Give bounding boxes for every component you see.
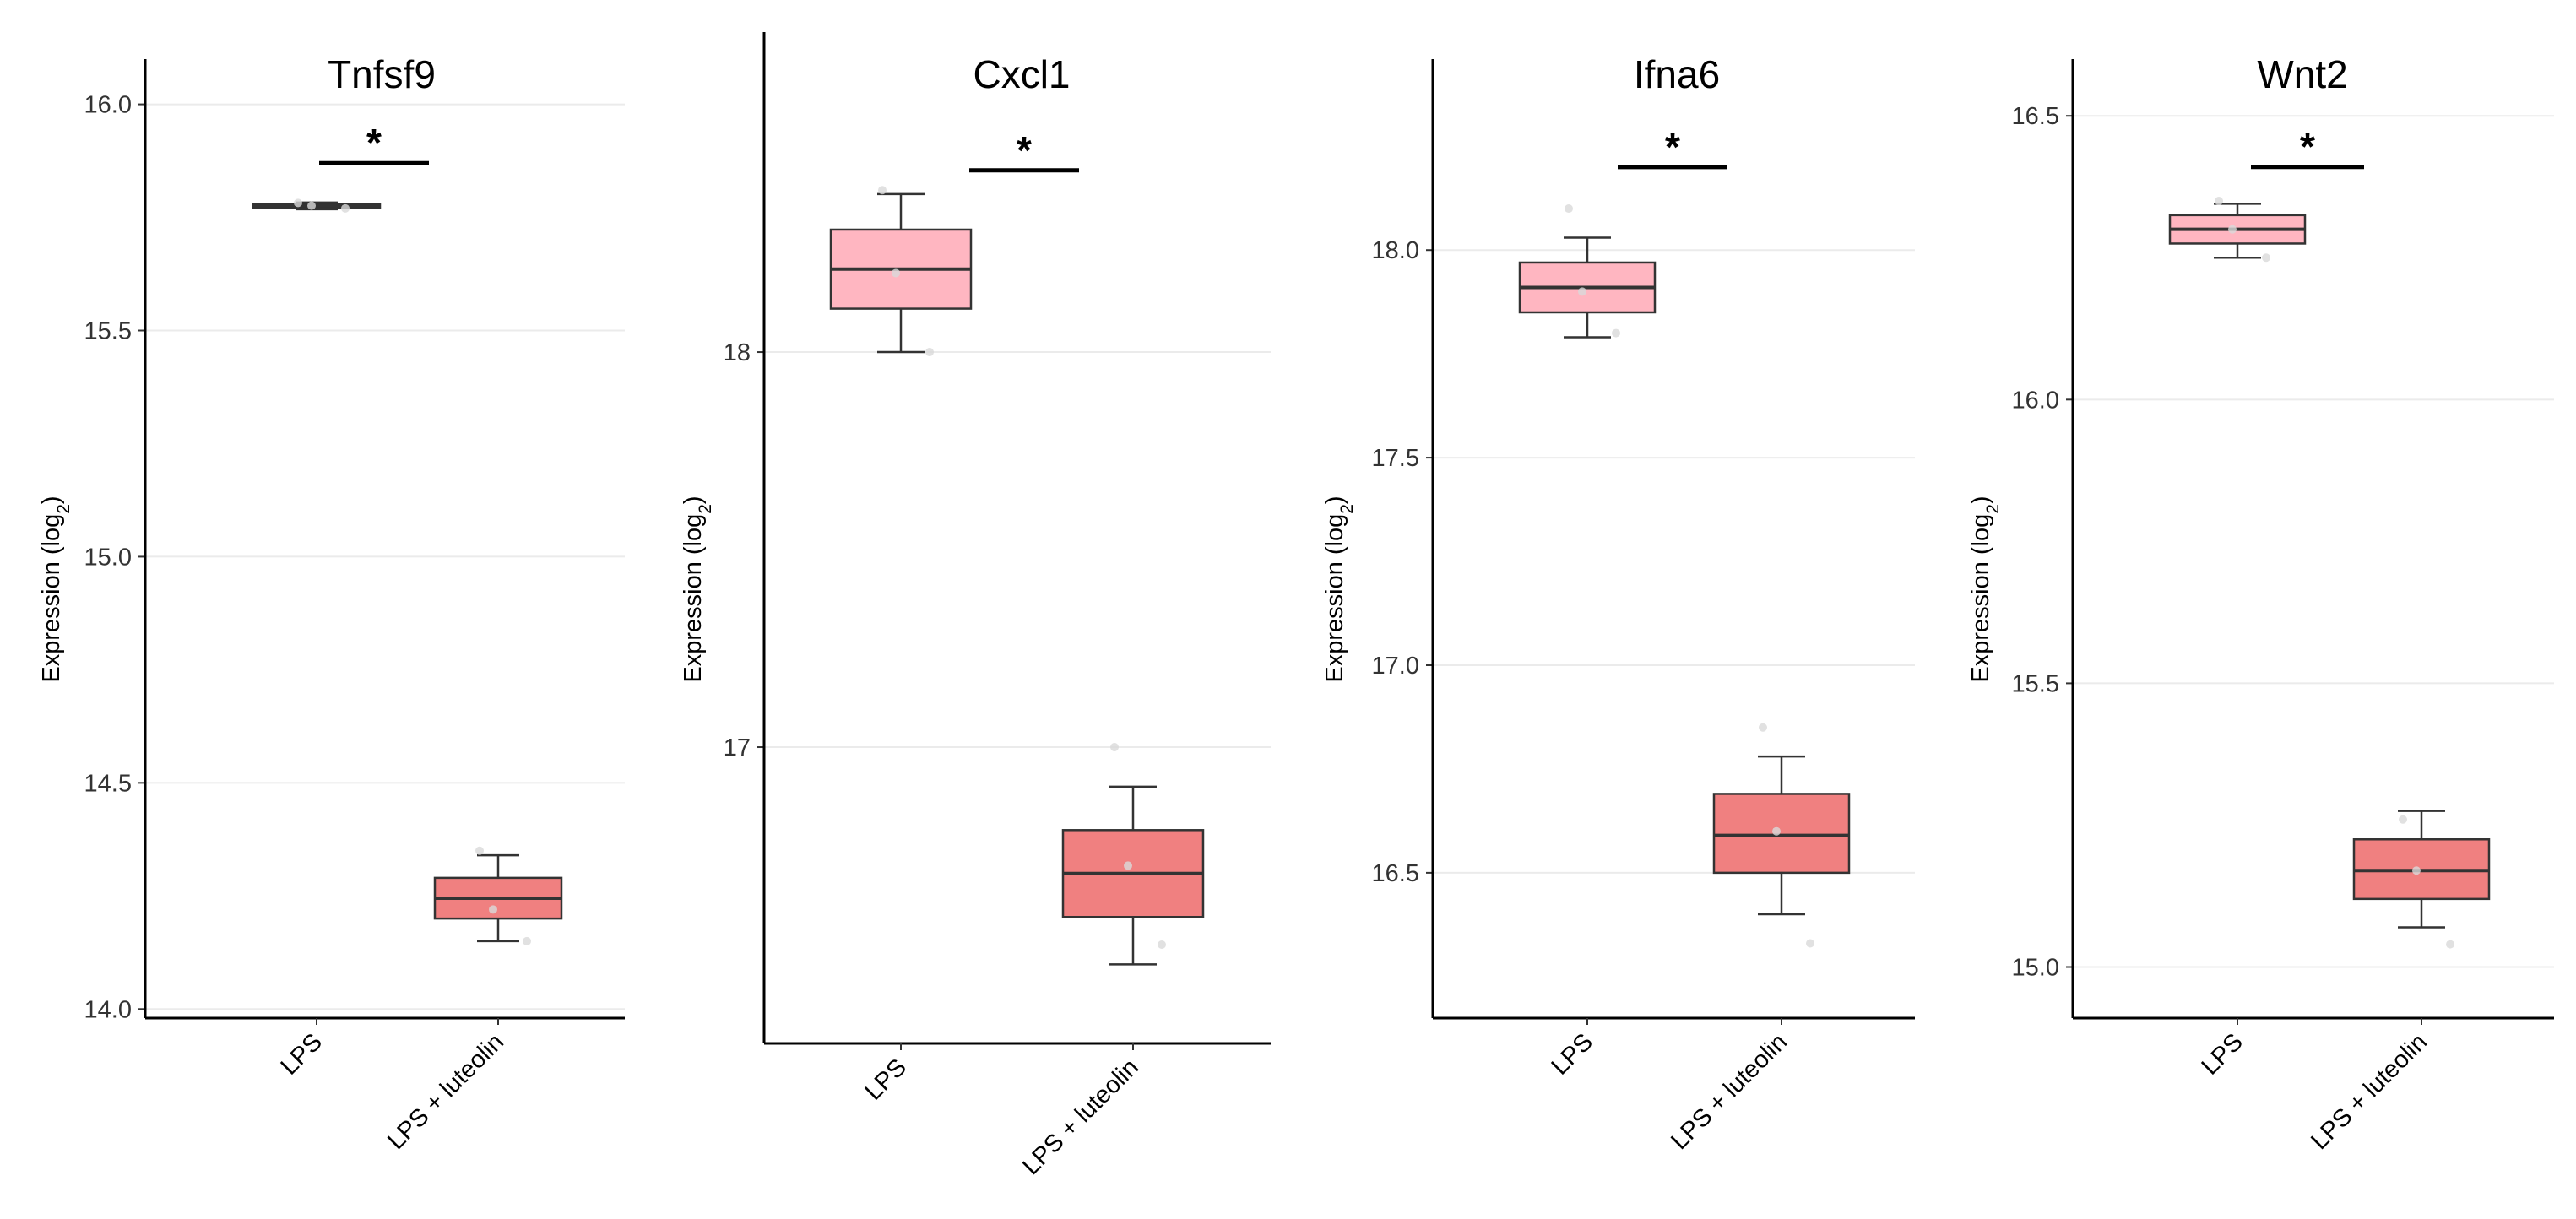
y-tick-label: 14.0 bbox=[84, 996, 132, 1023]
panel-title: Tnfsf9 bbox=[328, 52, 436, 96]
y-axis-label-main: Expression (log bbox=[1967, 514, 1994, 683]
data-point bbox=[1565, 204, 1573, 214]
data-point bbox=[925, 348, 934, 357]
data-point bbox=[1759, 723, 1767, 732]
data-point bbox=[1158, 940, 1166, 950]
data-point bbox=[2446, 940, 2454, 949]
boxplot-lps-luteolin bbox=[1712, 723, 1851, 948]
y-tick-label: 16.0 bbox=[84, 92, 132, 119]
data-point bbox=[307, 201, 316, 210]
y-axis-label-subscript: 2 bbox=[1337, 504, 1357, 514]
boxplots bbox=[2168, 197, 2491, 949]
data-point bbox=[2215, 197, 2223, 206]
significance-star: * bbox=[2300, 125, 2315, 169]
y-axis-label-end: ) bbox=[1321, 496, 1348, 504]
y-tick-label: 15.5 bbox=[84, 318, 132, 345]
y-tick-label: 16.5 bbox=[1372, 860, 1419, 887]
data-point bbox=[878, 186, 887, 195]
grid-lines bbox=[145, 103, 625, 1010]
y-tick-label: 18.0 bbox=[1372, 237, 1419, 264]
data-point bbox=[475, 846, 484, 855]
y-axis-label-main: Expression (log bbox=[38, 514, 65, 683]
boxplot-lps bbox=[252, 198, 382, 213]
data-point bbox=[2399, 815, 2407, 824]
y-axis-label-end: ) bbox=[1967, 496, 1994, 504]
y-axis-ticks: 16.5 17.0 17.5 18.0 bbox=[1372, 237, 1433, 887]
y-axis-ticks: 15.0 15.5 16.0 16.5 bbox=[2012, 103, 2073, 982]
y-axis-ticks: 14.0 14.5 15.0 15.5 16.0 bbox=[84, 92, 145, 1023]
y-tick-label: 15.0 bbox=[2012, 955, 2059, 982]
boxplot-lps bbox=[2168, 197, 2307, 263]
y-tick-label: 14.5 bbox=[84, 770, 132, 797]
panel-title: Cxcl1 bbox=[973, 52, 1070, 96]
y-axis-label-subscript: 2 bbox=[54, 504, 73, 514]
data-point bbox=[2228, 225, 2237, 234]
data-point bbox=[341, 203, 350, 213]
y-axis-label: Expression (log2) bbox=[1967, 496, 2003, 682]
y-axis-label: Expression (log2) bbox=[38, 496, 73, 682]
y-tick-label: 17.5 bbox=[1372, 445, 1419, 472]
data-point bbox=[1578, 287, 1586, 296]
y-axis-label-subscript: 2 bbox=[696, 504, 715, 514]
data-point bbox=[489, 905, 497, 914]
panel-title: Ifna6 bbox=[1634, 52, 1720, 96]
panel-title: Wnt2 bbox=[2257, 52, 2347, 96]
data-point bbox=[523, 936, 531, 945]
y-tick-label: 16.0 bbox=[2012, 387, 2059, 414]
y-axis-label-end: ) bbox=[38, 496, 65, 504]
data-point bbox=[1124, 861, 1132, 870]
data-point bbox=[1612, 328, 1620, 338]
y-tick-label: 15.5 bbox=[2012, 670, 2059, 697]
data-point bbox=[1772, 826, 1781, 836]
data-point bbox=[1806, 939, 1814, 948]
y-axis-ticks: 17 18 bbox=[724, 339, 764, 761]
y-axis-label: Expression (log2) bbox=[680, 496, 715, 682]
y-tick-label: 18 bbox=[724, 339, 751, 366]
y-axis-label-end: ) bbox=[680, 496, 707, 504]
data-point bbox=[294, 198, 302, 208]
boxplot-lps-luteolin bbox=[2352, 810, 2491, 949]
y-tick-label: 15.0 bbox=[84, 544, 132, 571]
box-body bbox=[1712, 793, 1851, 875]
y-tick-label: 17 bbox=[724, 734, 751, 761]
boxplots bbox=[829, 186, 1205, 966]
boxplot-lps-luteolin bbox=[433, 846, 563, 945]
panel-tnfsf9: Tnfsf9 Expression (log2) 14.0 14.5 15.0 … bbox=[38, 52, 625, 1155]
boxplot-lps-luteolin bbox=[1061, 743, 1205, 966]
y-axis-label-subscript: 2 bbox=[1983, 504, 2003, 514]
data-point bbox=[1110, 743, 1119, 752]
significance-star: * bbox=[1665, 125, 1680, 169]
data-point bbox=[2262, 253, 2270, 263]
grid-lines bbox=[2073, 115, 2554, 968]
grid-lines bbox=[764, 351, 1271, 749]
y-axis-label-main: Expression (log bbox=[1321, 514, 1348, 683]
significance-star: * bbox=[366, 121, 382, 165]
boxplots bbox=[1518, 204, 1851, 948]
significance-star: * bbox=[1017, 128, 1032, 172]
boxplot-lps bbox=[829, 186, 973, 357]
boxplot-lps bbox=[1518, 204, 1657, 339]
y-axis-label: Expression (log2) bbox=[1321, 496, 1357, 682]
data-point bbox=[892, 268, 900, 278]
y-tick-label: 16.5 bbox=[2012, 103, 2059, 130]
boxplots bbox=[252, 198, 563, 945]
y-tick-label: 17.0 bbox=[1372, 653, 1419, 680]
y-axis-label-main: Expression (log bbox=[680, 514, 707, 683]
data-point bbox=[2412, 866, 2421, 875]
